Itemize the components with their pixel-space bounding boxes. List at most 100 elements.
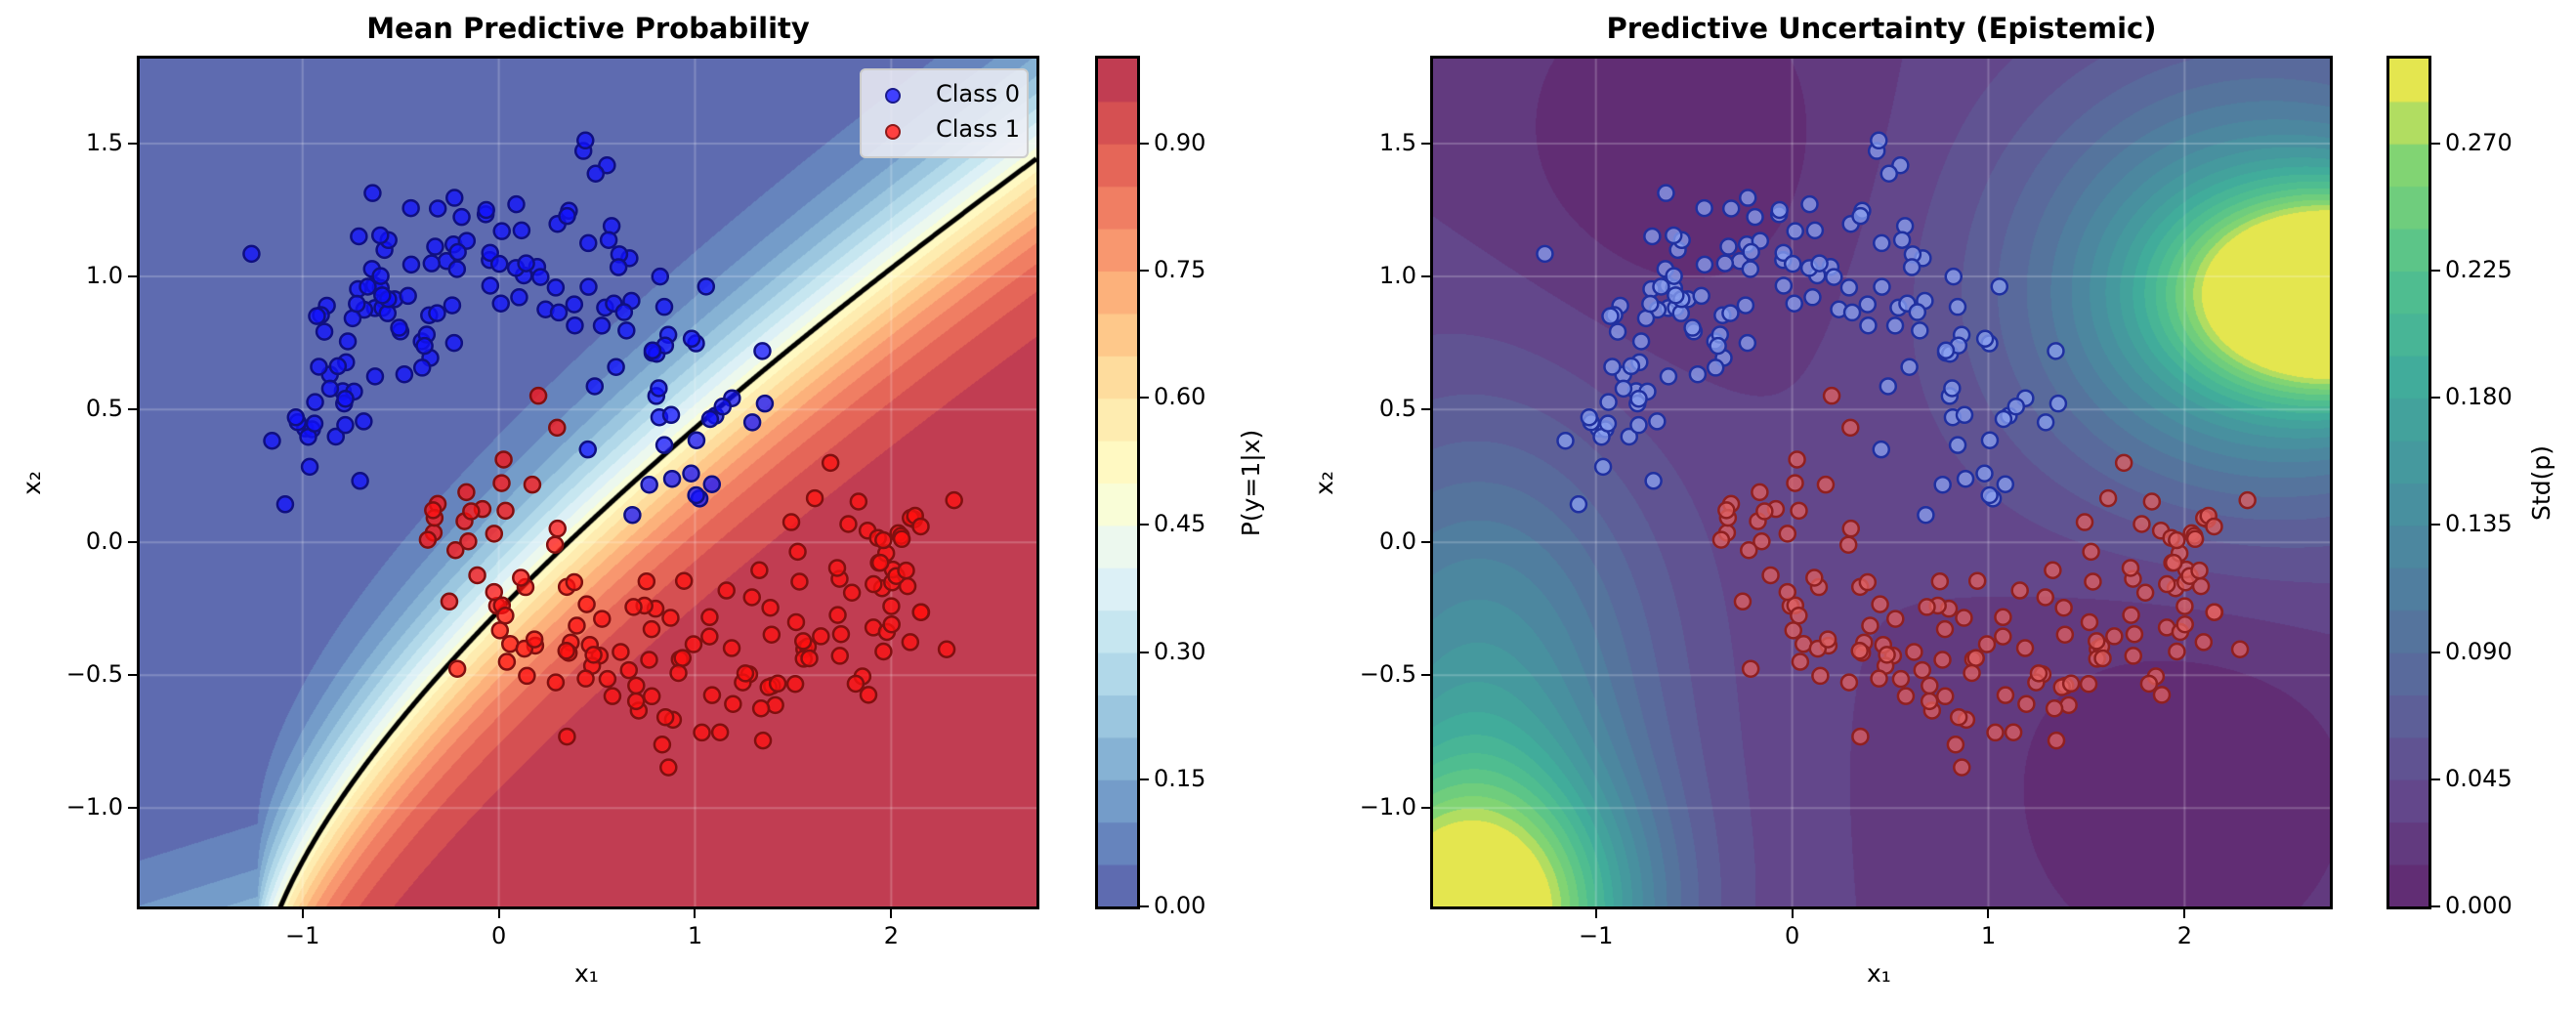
y-tick-mark [1421, 541, 1430, 544]
scatter-point-class-1 [496, 501, 515, 521]
scatter-point-class-1 [700, 627, 719, 646]
scatter-point-class-1 [624, 598, 643, 616]
scatter-point-class-0 [1948, 297, 1967, 316]
scatter-point-class-0 [491, 294, 510, 313]
scatter-point-class-1 [1816, 475, 1836, 494]
scatter-point-class-0 [1786, 222, 1804, 240]
scatter-point-class-0 [1608, 322, 1627, 341]
scatter-point-class-1 [418, 530, 438, 549]
scatter-point-class-1 [870, 553, 890, 572]
scatter-point-class-0 [1709, 336, 1727, 356]
scatter-point-class-1 [661, 609, 680, 627]
scatter-point-class-1 [1966, 649, 1985, 667]
scatter-point-class-0 [1980, 431, 2000, 449]
scatter-point-class-0 [308, 307, 326, 325]
scatter-point-class-1 [761, 598, 780, 617]
legend: Class 0 Class 1 [860, 68, 1029, 158]
scatter-point-class-1 [751, 699, 771, 718]
scatter-point-class-0 [343, 309, 362, 328]
y-tick-label: 1.5 [1378, 129, 1416, 157]
scatter-point-class-1 [2105, 627, 2124, 646]
y-tick-label: −1.0 [1359, 793, 1416, 821]
scatter-point-class-0 [558, 206, 576, 226]
y-tick-mark [1421, 408, 1430, 411]
scatter-point-class-1 [558, 727, 576, 746]
scatter-point-class-0 [1736, 296, 1755, 315]
scatter-point-class-1 [1994, 608, 2012, 627]
scatter-point-class-0 [1536, 244, 1554, 264]
scatter-point-class-1 [669, 663, 688, 683]
scatter-point-class-0 [489, 254, 509, 274]
scatter-point-class-1 [655, 707, 675, 727]
scatter-point-class-0 [1805, 221, 1825, 240]
scatter-point-class-0 [1956, 469, 1975, 488]
scatter-point-class-1 [2017, 694, 2036, 713]
scatter-point-class-1 [2082, 542, 2100, 562]
scatter-point-class-1 [1977, 635, 1997, 653]
colorbar-tick-mark [2431, 142, 2440, 145]
scatter-point-class-1 [937, 640, 956, 658]
scatter-point-class-1 [805, 488, 824, 508]
scatter-point-class-1 [548, 418, 567, 438]
colorbar-tick-label: 0.30 [1154, 637, 1206, 665]
scatter-point-class-0 [617, 321, 636, 340]
scatter-point-class-1 [1935, 619, 1955, 639]
scatter-point-class-1 [842, 583, 862, 603]
scatter-point-class-1 [785, 674, 805, 694]
scatter-point-class-1 [1778, 582, 1797, 602]
scatter-point-class-1 [1761, 566, 1780, 585]
colorbar-tick-mark [1140, 778, 1149, 780]
scatter-point-class-0 [1872, 440, 1891, 459]
scatter-point-class-1 [2061, 674, 2081, 694]
scatter-point-class-0 [1741, 260, 1760, 278]
scatter-point-class-0 [682, 329, 701, 349]
scatter-point-class-1 [659, 758, 678, 777]
scatter-point-class-0 [1975, 464, 1994, 483]
scatter-point-class-0 [1631, 332, 1651, 351]
scatter-point-class-1 [821, 453, 840, 473]
colorbar-tick-label: 0.00 [1154, 892, 1206, 919]
y-tick-mark [128, 275, 137, 278]
scatter-point-class-0 [713, 397, 733, 416]
scatter-point-class-0 [2048, 394, 2068, 413]
scatter-point-class-1 [753, 731, 773, 750]
scatter-point-class-0 [576, 131, 595, 150]
scatter-point-class-0 [1622, 357, 1641, 376]
scatter-point-class-0 [401, 255, 421, 274]
scatter-point-class-1 [557, 642, 575, 660]
scatter-point-class-0 [585, 377, 605, 396]
right-scatter-layer [1536, 131, 2257, 777]
scatter-point-class-1 [2080, 612, 2099, 632]
scatter-point-class-0 [1648, 412, 1667, 431]
x-tick-mark [497, 909, 500, 918]
scatter-point-class-1 [2047, 731, 2066, 750]
scatter-point-class-1 [827, 559, 847, 577]
scatter-point-class-1 [1963, 663, 1981, 683]
scatter-point-class-1 [2004, 723, 2023, 741]
left-colorbar-label: P(y=1|x) [1237, 429, 1266, 537]
scatter-point-class-1 [2164, 553, 2183, 572]
scatter-point-class-0 [566, 316, 584, 335]
scatter-point-class-0 [481, 276, 500, 295]
scatter-point-class-1 [1896, 687, 1916, 705]
scatter-point-class-0 [300, 457, 319, 477]
y-tick-mark [128, 408, 137, 411]
scatter-point-class-0 [320, 379, 340, 399]
scatter-point-class-0 [448, 242, 467, 262]
scatter-point-class-0 [359, 277, 377, 296]
scatter-point-class-1 [839, 515, 858, 533]
scatter-point-class-0 [1665, 267, 1683, 285]
scatter-point-class-1 [800, 649, 819, 668]
scatter-point-class-1 [911, 517, 930, 536]
colorbar-tick-mark [1140, 651, 1149, 653]
left-y-axis-label: x₂ [17, 471, 46, 495]
scatter-point-class-0 [2047, 342, 2065, 360]
scatter-point-class-1 [1784, 621, 1803, 640]
scatter-point-class-0 [2006, 397, 2026, 416]
scatter-point-class-1 [497, 652, 517, 671]
scatter-point-class-1 [494, 450, 513, 469]
scatter-point-class-1 [874, 530, 893, 550]
x-tick-label: 1 [687, 922, 703, 949]
scatter-point-class-1 [496, 606, 515, 625]
scatter-point-class-0 [1990, 277, 2009, 296]
